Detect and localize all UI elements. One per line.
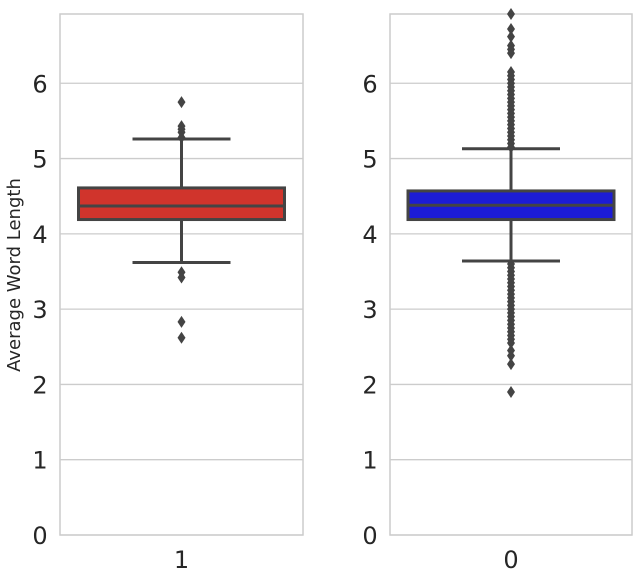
outlier-point: [177, 315, 186, 328]
outlier-point: [507, 30, 515, 43]
y-tick-label: 3: [32, 296, 47, 324]
y-tick-label: 5: [362, 146, 377, 174]
y-tick-label: 2: [362, 371, 377, 399]
x-tick-label: 1: [174, 546, 189, 574]
y-tick-label: 4: [362, 221, 377, 249]
y-tick-label: 2: [32, 371, 47, 399]
y-tick-label: 1: [32, 447, 47, 475]
outlier-point: [177, 331, 186, 344]
outlier-point: [177, 96, 186, 109]
outlier-point: [177, 271, 186, 284]
y-tick-label: 6: [362, 70, 377, 98]
y-tick-label: 3: [362, 296, 377, 324]
panel-0: 0 1 2 3 4 5 6 1: [32, 13, 304, 574]
y-axis-label: Average Word Length: [4, 178, 25, 372]
outlier-point: [177, 131, 186, 144]
y-tick-label: 0: [362, 522, 377, 550]
y-tick-label: 5: [32, 146, 47, 174]
outlier-point: [507, 349, 515, 362]
y-tick-label: 0: [32, 522, 47, 550]
outlier-point: [507, 358, 515, 371]
y-tick-label: 6: [32, 70, 47, 98]
y-tick-label: 4: [32, 221, 47, 249]
x-tick-label: 0: [503, 546, 518, 574]
outlier-point: [507, 23, 515, 36]
outlier-point: [507, 385, 515, 398]
outlier-point: [507, 39, 515, 52]
box-iqr: [77, 186, 286, 222]
y-tick-label: 1: [362, 447, 377, 475]
outlier-point: [507, 8, 515, 20]
axes-frame: [59, 13, 304, 536]
outlier-point: [507, 65, 515, 78]
panel-1: 0 1 2 3 4 5 6 0: [362, 8, 633, 574]
outlier-point: [507, 337, 515, 350]
